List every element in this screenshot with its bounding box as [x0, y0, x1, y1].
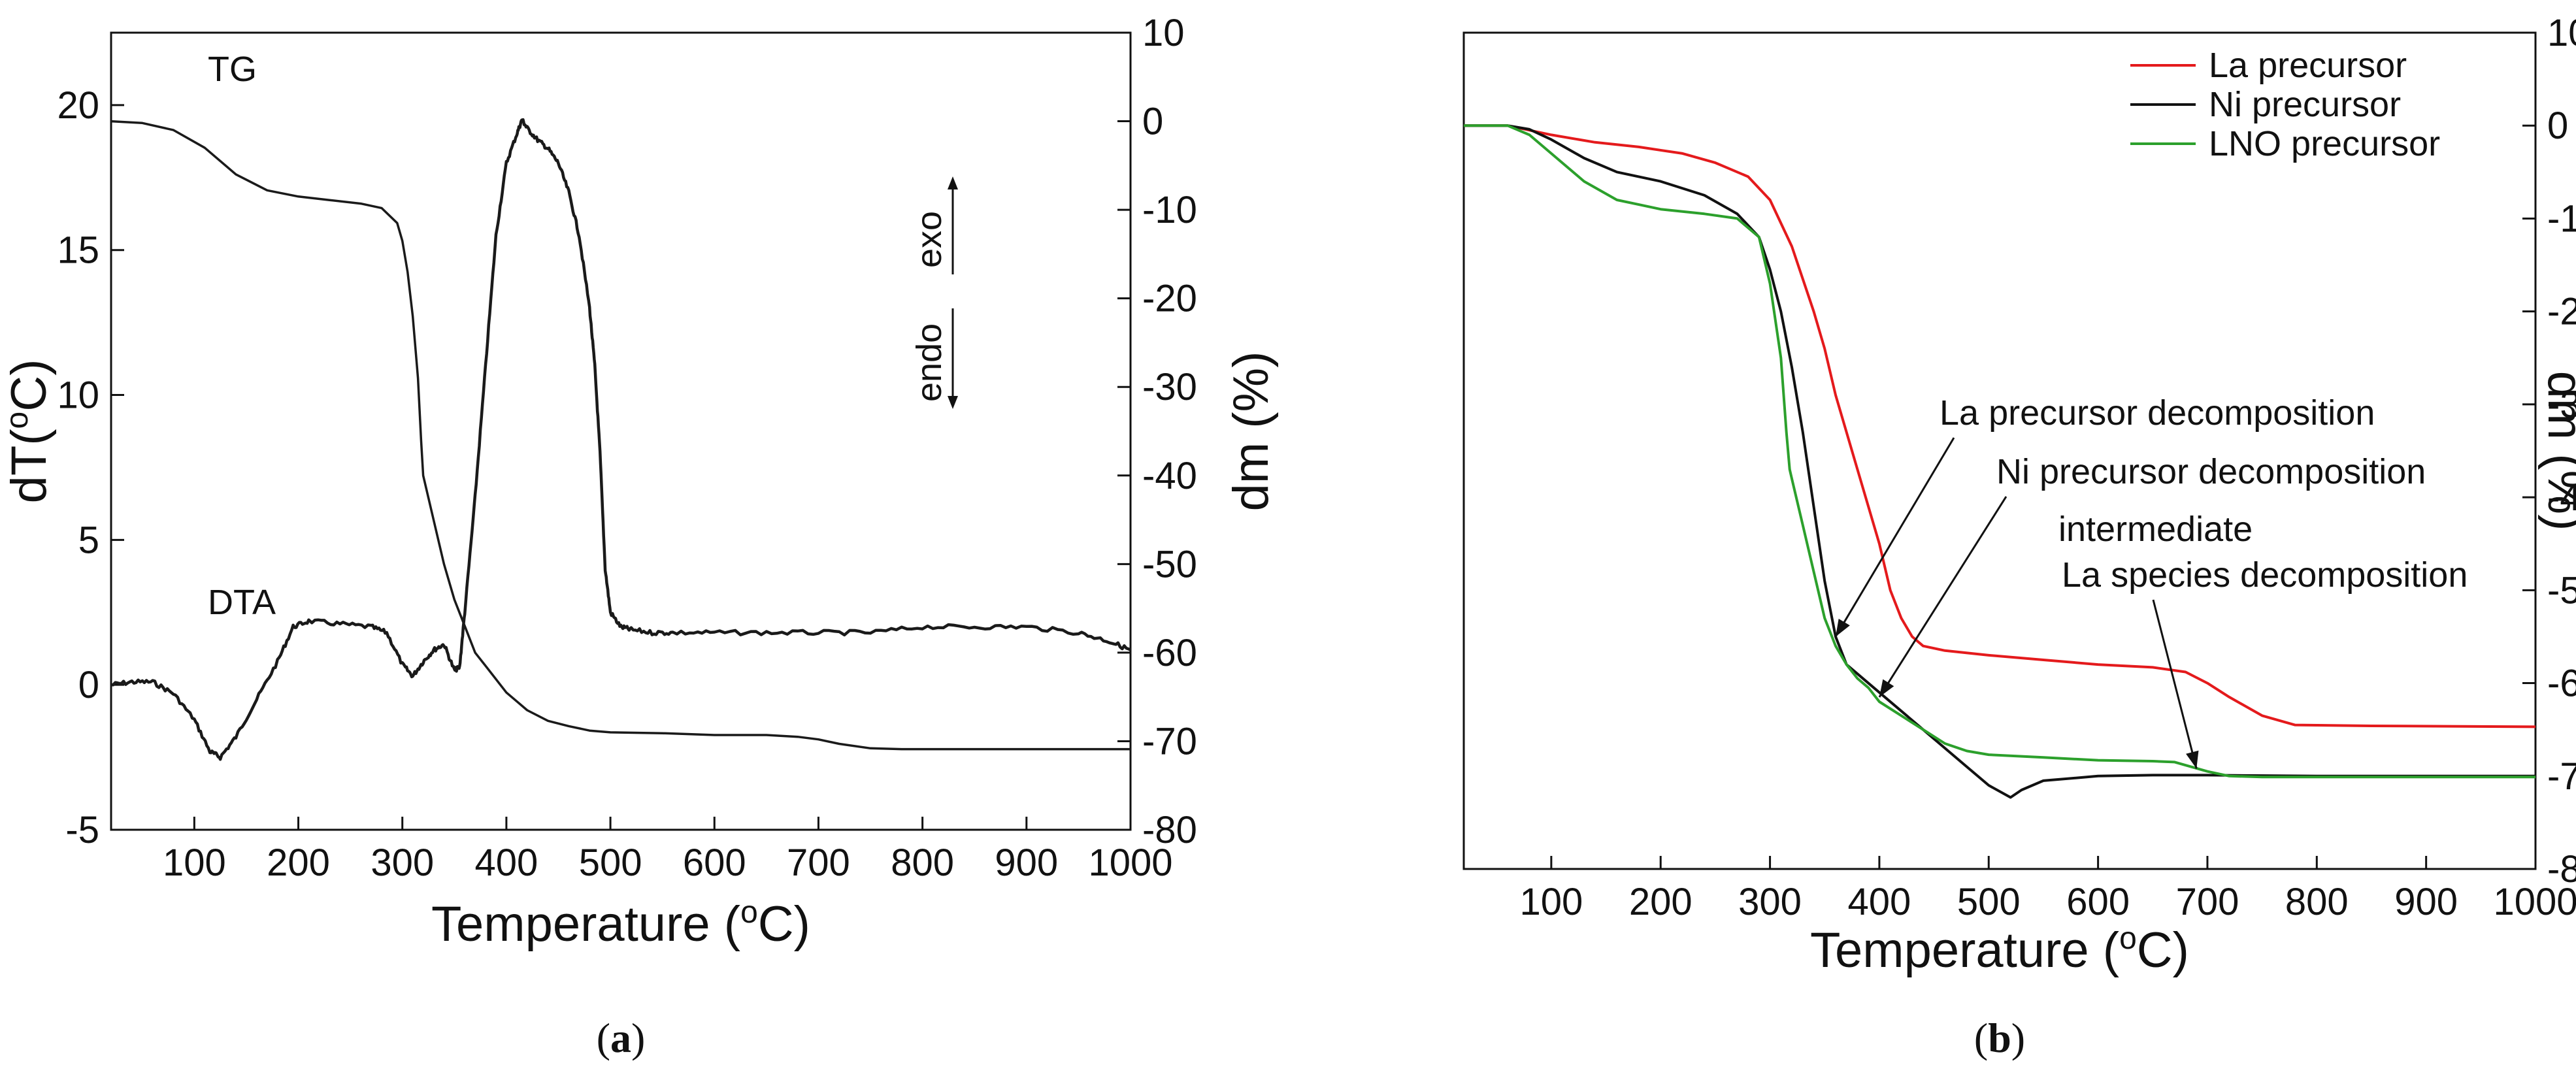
- panel-b-caption: (b): [1974, 1015, 2025, 1061]
- panel-a-y-right-tick-label: -10: [1142, 189, 1197, 231]
- panel-b-plot-frame: [1462, 31, 2537, 870]
- panel-a-y-right-tick-label: 10: [1142, 12, 1185, 54]
- panel-a-dta-line: [110, 118, 1132, 761]
- annotation-la-precursor-decomposition: La precursor decomposition: [1940, 393, 2375, 433]
- annotation-la-species-decomposition: La species decomposition: [2062, 555, 2468, 595]
- panel-b-x-tick-label: 500: [1957, 881, 2021, 923]
- panel-b-y-tick-label: -70: [2547, 755, 2576, 798]
- panel-a-y-right-tick-label: -40: [1142, 455, 1197, 497]
- panel-b-x-axis-label: Temperature (oC): [1810, 921, 2189, 978]
- panel-a-y-left-tick-label: 20: [57, 84, 99, 127]
- panel-a-y-right-tick-label: -30: [1142, 366, 1197, 408]
- panel-a-tg-line: [110, 120, 1131, 751]
- annotation-ni-precursor-decomposition: Ni precursor decomposition: [1996, 452, 2426, 491]
- panel-b-y-tick-label: 10: [2547, 12, 2576, 54]
- panel-b-lno-precursor-line: [1464, 124, 2535, 779]
- panel-a-x-tick-label: 200: [267, 842, 330, 884]
- panel-a-y-right-tick-label: 0: [1142, 101, 1163, 143]
- panel-a-x-tick-label: 300: [371, 842, 434, 884]
- annotation-arrow-la-species: [2152, 599, 2198, 769]
- panel-a-endo-arrowhead: [948, 396, 958, 409]
- panel-a: 100 200 300 400 500 600 700 800 900 1000-50510152…: [0, 12, 1279, 1061]
- panel-b-x-tick-label: 800: [2285, 881, 2349, 923]
- panel-a-plot-frame: [110, 31, 1132, 831]
- panel-b: 1002003004005006007008009001000100-10-20…: [1462, 12, 2576, 1061]
- panel-b-y-tick-label: -40: [2547, 476, 2576, 519]
- panel-b-y-tick-label: -50: [2547, 569, 2576, 612]
- panel-a-x-tick-label: 400: [475, 842, 538, 884]
- panel-a-y-right-tick-label: -60: [1142, 632, 1197, 674]
- panel-b-x-tick-label: 100: [1519, 881, 1583, 923]
- panel-a-y-right-tick-label: -80: [1142, 809, 1197, 851]
- panel-b-y-tick-label: -10: [2547, 197, 2576, 240]
- panel-b-x-tick-label: 1000: [2493, 881, 2576, 923]
- panel-b-y-tick-label: -30: [2547, 384, 2576, 426]
- annotation-intermediate: intermediate: [2058, 510, 2253, 549]
- panel-b-y-axis-label: dm (%): [2537, 371, 2576, 531]
- panel-a-y-right-tick-label: -50: [1142, 543, 1197, 585]
- panel-a-y-left-axis-label: dT(oC): [0, 359, 57, 504]
- legend-label-la-precursor: La precursor: [2209, 46, 2407, 85]
- panel-a-y-right-tick-label: -20: [1142, 278, 1197, 320]
- panel-a-x-tick-label: 700: [787, 842, 850, 884]
- panel-b-legend: La precursor Ni precursor LNO precursor: [2130, 46, 2440, 163]
- panel-a-x-tick-label: 900: [995, 842, 1058, 884]
- panel-b-x-tick-label: 900: [2394, 881, 2458, 923]
- panel-b-y-tick-label: -60: [2547, 663, 2576, 705]
- annotation-arrow-la-precursor: [1834, 437, 1955, 638]
- panel-a-y-left-tick-label: 0: [78, 664, 99, 706]
- panel-b-x-tick-label: 300: [1738, 881, 1802, 923]
- panel-a-x-axis-label: Temperature (oC): [431, 895, 810, 952]
- legend-label-lno-precursor: LNO precursor: [2209, 124, 2440, 163]
- panel-b-x-tick-label: 700: [2176, 881, 2239, 923]
- panel-a-x-tick-label: 100: [163, 842, 226, 884]
- panel-a-y-right-tick-label: -70: [1142, 720, 1197, 762]
- panel-a-dta-label: DTA: [208, 583, 276, 622]
- panel-a-y-left-tick-label: 5: [78, 519, 99, 561]
- panel-a-exo-arrowhead: [948, 176, 958, 189]
- panel-b-annotations: La precursor decomposition Ni precursor …: [1834, 393, 2468, 769]
- panel-b-ticks: 1002003004005006007008009001000100-10-20…: [1519, 12, 2576, 923]
- panel-a-y-right-axis-label: dm (%): [1223, 352, 1279, 512]
- panel-b-y-tick-label: -20: [2547, 291, 2576, 333]
- panel-a-exo-label: exo: [910, 211, 949, 268]
- panel-a-tg-label: TG: [208, 50, 257, 89]
- panel-a-ticks: 100 200 300 400 500 600 700 800 900 1000-50510152…: [57, 12, 1197, 884]
- panel-a-y-left-tick-label: 15: [57, 229, 99, 272]
- panel-b-x-tick-label: 600: [2066, 881, 2130, 923]
- panel-a-caption: (a): [597, 1015, 646, 1061]
- annotation-arrowhead-la-precursor: [1835, 618, 1850, 637]
- panel-a-x-tick-label: 1000: [1088, 842, 1172, 884]
- panel-b-y-tick-label: 0: [2547, 105, 2568, 147]
- panel-b-y-tick-label: -80: [2547, 848, 2576, 891]
- panel-b-x-tick-label: 400: [1848, 881, 1911, 923]
- panel-a-y-left-tick-label: -5: [65, 809, 99, 851]
- panel-a-x-tick-label: 600: [683, 842, 746, 884]
- legend-label-ni-precursor: Ni precursor: [2209, 85, 2401, 124]
- annotation-arrowhead-ni-precursor: [1879, 679, 1894, 697]
- panel-a-x-tick-label: 800: [891, 842, 954, 884]
- annotation-arrowhead-la-species: [2186, 750, 2199, 769]
- panel-a-y-left-tick-label: 10: [57, 374, 99, 417]
- annotation-arrow-ni-precursor: [1878, 496, 2007, 698]
- panel-b-x-tick-label: 200: [1629, 881, 1693, 923]
- panel-a-x-tick-label: 500: [579, 842, 642, 884]
- panel-a-endo-label: endo: [910, 323, 949, 402]
- panel-b-la-precursor-line: [1464, 124, 2536, 728]
